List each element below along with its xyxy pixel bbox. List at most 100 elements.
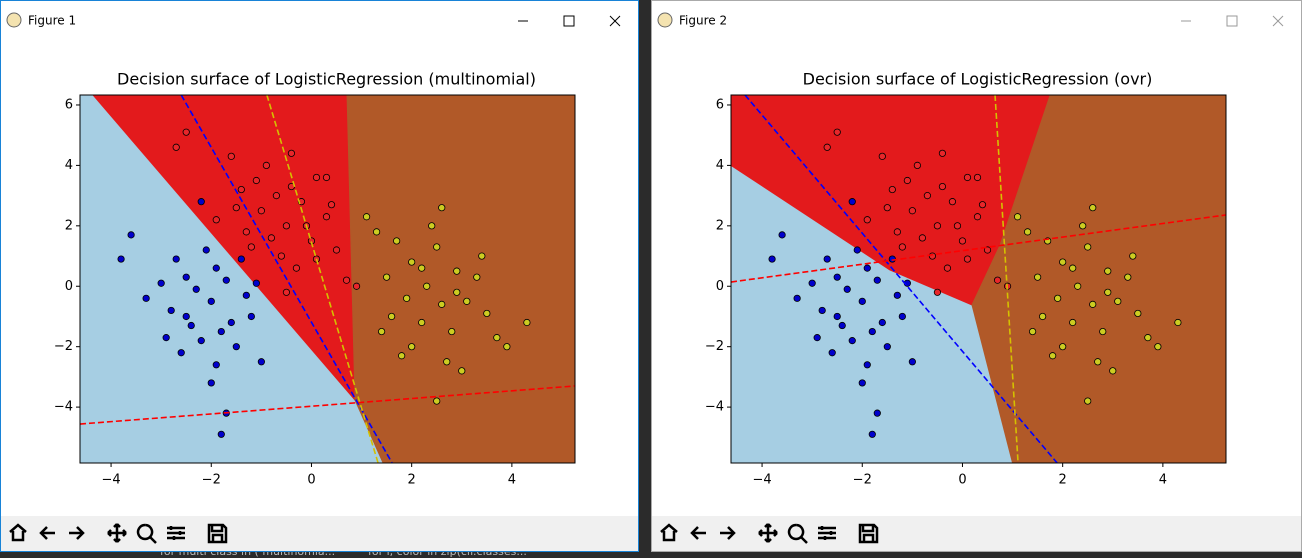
data-point <box>1154 343 1162 351</box>
close-button[interactable] <box>1272 15 1284 27</box>
data-point <box>983 246 992 254</box>
data-point <box>282 288 291 296</box>
toolbar-button[interactable] <box>787 523 808 544</box>
data-point <box>182 128 190 136</box>
maximize-button[interactable] <box>1226 15 1238 27</box>
data-point <box>853 246 861 254</box>
toolbar-icon <box>69 526 85 540</box>
data-point <box>833 273 841 281</box>
toolbar-button[interactable] <box>720 526 736 540</box>
data-point <box>908 358 916 366</box>
toolbar-button[interactable] <box>858 523 879 544</box>
data-point <box>1059 258 1067 266</box>
toolbar <box>1 516 638 551</box>
toolbar-button[interactable] <box>207 523 228 544</box>
data-point <box>1059 343 1067 351</box>
data-point <box>217 430 225 438</box>
data-point <box>117 255 125 263</box>
data-point <box>843 285 851 293</box>
data-point <box>1023 228 1032 236</box>
data-point <box>237 185 245 194</box>
data-point <box>222 276 230 284</box>
close-button[interactable] <box>609 15 621 27</box>
x-tick-label: −2 <box>202 473 221 488</box>
data-point <box>978 201 987 209</box>
toolbar <box>652 516 1301 551</box>
toolbar-icon <box>107 523 127 543</box>
toolbar-button[interactable] <box>136 523 157 544</box>
toolbar-button[interactable] <box>9 523 27 542</box>
hyperplane-line <box>80 385 575 425</box>
data-point <box>142 294 150 302</box>
data-point <box>1013 213 1022 221</box>
toolbar-button[interactable] <box>818 526 836 540</box>
data-point <box>863 216 871 224</box>
data-point <box>378 327 386 336</box>
data-point <box>808 279 816 287</box>
data-point <box>1109 367 1117 375</box>
hyperplane-line <box>266 95 379 463</box>
data-point <box>448 327 456 336</box>
data-point <box>312 173 321 182</box>
data-point <box>828 349 836 357</box>
data-point <box>292 264 301 272</box>
data-point <box>1034 273 1042 281</box>
toolbar-button[interactable] <box>39 526 55 540</box>
data-point <box>1144 334 1152 342</box>
toolbar-icon <box>207 523 228 544</box>
data-point <box>483 309 491 318</box>
x-tick-label: 0 <box>958 473 966 488</box>
data-point <box>177 349 185 357</box>
axes-frame <box>79 94 576 464</box>
data-point <box>923 192 931 200</box>
data-point <box>908 207 916 215</box>
y-tick-label: −4 <box>54 400 73 415</box>
data-point <box>197 337 205 345</box>
data-point <box>212 216 220 224</box>
data-point <box>393 237 401 245</box>
data-point <box>277 252 286 260</box>
toolbar-icon <box>167 526 185 540</box>
x-tick-label: 2 <box>1059 473 1067 488</box>
toolbar-button[interactable] <box>107 523 127 543</box>
data-point <box>423 282 431 290</box>
data-point <box>523 318 531 327</box>
data-point <box>473 273 481 281</box>
data-point <box>1079 222 1087 230</box>
toolbar-button[interactable] <box>690 526 706 540</box>
data-point <box>247 243 255 251</box>
data-point <box>818 306 826 315</box>
data-point <box>438 300 446 308</box>
data-point <box>212 264 220 272</box>
data-point <box>873 276 881 284</box>
axes-frame <box>730 94 1227 464</box>
data-point <box>813 334 821 342</box>
toolbar-button[interactable] <box>660 523 678 542</box>
chart-title: Decision surface of LogisticRegression (… <box>803 70 1153 89</box>
data-point <box>453 267 461 275</box>
data-point <box>257 358 265 366</box>
data-point <box>187 321 195 330</box>
hyperplane-line <box>180 95 393 463</box>
data-point <box>838 321 846 330</box>
toolbar-button[interactable] <box>167 526 185 540</box>
toolbar-icon <box>858 523 879 544</box>
y-tick-label: 4 <box>65 158 73 173</box>
data-point <box>247 312 255 321</box>
data-point <box>267 234 275 242</box>
y-tick-label: 6 <box>716 97 724 112</box>
toolbar-button[interactable] <box>758 523 778 543</box>
data-point <box>237 255 245 263</box>
toolbar-button[interactable] <box>69 526 85 540</box>
toolbar-icon <box>9 523 27 542</box>
data-point <box>252 279 260 287</box>
maximize-button[interactable] <box>563 15 575 27</box>
data-point <box>383 273 391 281</box>
hyperplane-line <box>994 95 1019 463</box>
data-point <box>388 312 396 321</box>
window: Figure 1 −4 −2 0 2 4 −4 −2 0 2 4 6 Decision surface … <box>0 0 639 552</box>
data-point <box>172 143 180 151</box>
data-point <box>157 279 165 287</box>
y-tick-label: −2 <box>705 339 724 354</box>
data-point <box>217 327 225 336</box>
